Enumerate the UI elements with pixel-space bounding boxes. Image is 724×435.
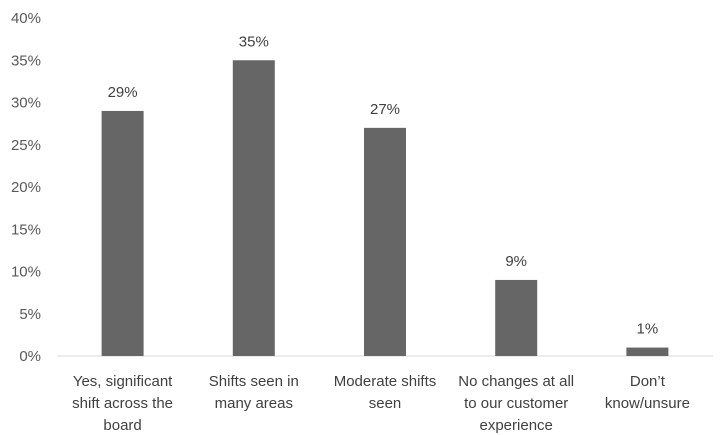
y-tick-label: 15% [11,221,41,238]
y-tick-label: 10% [11,264,41,281]
category-label-line: Moderate shifts [334,373,437,390]
category-label-line: experience [480,417,553,434]
category-label-line: many areas [215,395,293,412]
bar [626,347,669,356]
category-label-line: Yes, significant [73,373,173,390]
y-tick-label: 40% [11,10,41,27]
y-tick-label: 25% [11,137,41,154]
bar [232,60,275,356]
y-axis-ticks: 0% 5% 10% 15% 20% 25% 30% 35% 40% [11,10,41,365]
data-label: 35% [239,33,269,50]
category-label-line: to our customer [464,395,568,412]
category-label: No changes at all to our customer experien… [458,373,574,434]
data-label: 9% [505,253,527,270]
category-label-line: No changes at all [458,373,574,390]
y-tick-label: 30% [11,95,41,112]
category-label-line: Don’t [630,373,666,390]
category-label: Shifts seen in many areas [209,373,299,412]
y-tick-label: 0% [19,348,41,365]
category-label-line: Shifts seen in [209,373,299,390]
category-label-line: shift across the [72,395,173,412]
data-labels: 29% 35% 27% 9% 1% [108,33,659,337]
y-tick-label: 20% [11,179,41,196]
data-label: 27% [370,101,400,118]
category-label: Moderate shifts seen [334,373,437,412]
category-label-line: seen [369,395,402,412]
y-tick-label: 35% [11,52,41,69]
y-tick-label: 5% [19,306,41,323]
category-label-line: know/unsure [605,395,690,412]
category-label: Yes, significant shift across the board [72,373,173,434]
bars [101,60,669,356]
category-label-line: board [103,417,141,434]
data-label: 29% [108,84,138,101]
category-label: Don’t know/unsure [605,373,690,412]
bar [495,279,538,356]
bar [101,110,144,356]
category-labels: Yes, significant shift across the board Shi… [72,373,690,434]
data-label: 1% [637,321,659,338]
bar [364,127,406,356]
